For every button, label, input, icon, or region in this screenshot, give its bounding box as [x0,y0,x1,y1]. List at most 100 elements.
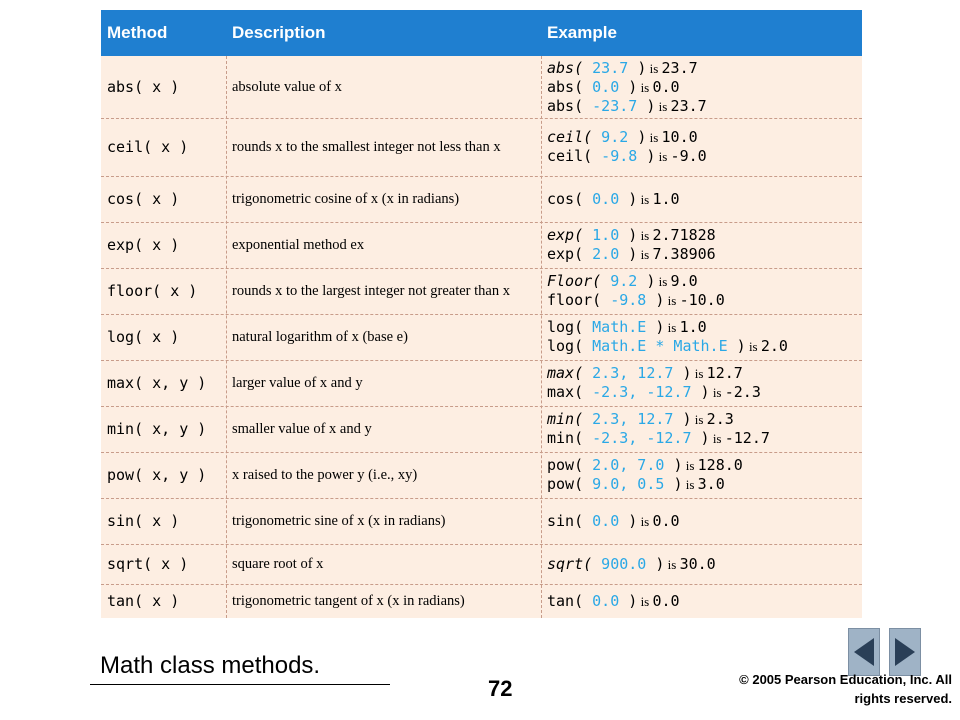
example-line: Floor( 9.2 ) is 9.0 [547,272,725,291]
example-cell: sqrt( 900.0 ) is 30.0 [547,544,859,584]
example-is: is [637,228,653,243]
method-signature: log( x ) [107,328,180,346]
example-argument: 2.3, 12.7 [583,410,683,428]
method-cell: sqrt( x ) [107,544,227,584]
example-close-paren: ) [637,58,647,77]
example-function: exp( [547,245,584,263]
method-signature: cos( x ) [107,190,180,208]
table-row: min( x, y ) smaller value of x and y min( … [101,406,862,453]
example-line: tan( 0.0 ) is 0.0 [547,592,680,611]
example-close-paren: ) [628,245,638,263]
example-argument: 1.0 [583,226,629,244]
example-argument: Math.E [583,318,656,336]
triangle-right-icon [895,638,915,666]
example-function: sqrt( [547,554,593,573]
example-is: is [646,60,662,76]
example-is: is [655,149,671,164]
example-cell: abs( 23.7 ) is 23.7 abs( 0.0 ) is 0.0 abs(… [547,56,859,118]
example-close-paren: ) [700,383,710,401]
example-cell: Floor( 9.2 ) is 9.0 floor( -9.8 ) is -10.… [547,268,859,314]
description-cell: square root of x [232,544,542,584]
method-cell: max( x, y ) [107,360,227,406]
example-line: pow( 9.0, 0.5 ) is 3.0 [547,475,743,494]
example-argument: 23.7 [583,58,638,77]
example-result: 7.38906 [652,245,716,263]
table-row: cos( x ) trigonometric cosine of x (x in … [101,176,862,223]
method-signature: exp( x ) [107,236,180,254]
example-is: is [682,458,698,473]
example-line: abs( 0.0 ) is 0.0 [547,78,707,97]
example-function: abs( [547,58,584,77]
example-cell: exp( 1.0 ) is 2.71828 exp( 2.0 ) is 7.389… [547,222,859,268]
example-argument: -2.3, -12.7 [583,383,701,401]
example-line: abs( 23.7 ) is 23.7 [547,59,707,78]
example-result: 0.0 [652,77,680,96]
example-result: 23.7 [670,96,707,115]
method-cell: abs( x ) [107,56,227,118]
next-slide-button[interactable] [889,628,921,676]
example-cell: cos( 0.0 ) is 1.0 [547,176,859,222]
example-line: ceil( -9.8 ) is -9.0 [547,147,707,166]
example-close-paren: ) [646,96,656,115]
example-result: 2.0 [760,337,788,355]
previous-slide-button[interactable] [848,628,880,676]
example-line: abs( -23.7 ) is 23.7 [547,97,707,116]
example-function: abs( [547,96,584,115]
table-row: tan( x ) trigonometric tangent of x (x in… [101,584,862,618]
example-result: 3.0 [697,475,725,493]
example-function: Floor( [547,272,602,290]
example-function: max( [547,383,584,401]
method-signature: tan( x ) [107,592,180,610]
example-is: is [664,293,680,308]
method-description: trigonometric sine of x (x in radians) [232,512,446,529]
table-row: sin( x ) trigonometric sine of x (x in ra… [101,498,862,545]
example-argument: -9.8 [592,147,647,165]
method-description: larger value of x and y [232,374,363,391]
example-argument: 0.0 [583,591,629,610]
example-argument: 9.2 [592,128,638,146]
example-close-paren: ) [637,128,647,146]
example-line: log( Math.E * Math.E ) is 2.0 [547,337,788,356]
header-description: Description [232,23,326,42]
example-result: 0.0 [652,511,680,530]
example-argument: 0.0 [583,77,629,96]
example-line: floor( -9.8 ) is -10.0 [547,291,725,310]
method-description: smaller value of x and y [232,420,372,437]
method-cell: log( x ) [107,314,227,360]
example-function: pow( [547,456,584,474]
example-argument: 2.0, 7.0 [583,456,674,474]
example-result: 1.0 [679,318,707,336]
example-is: is [745,339,761,354]
triangle-left-icon [854,638,874,666]
table-row: pow( x, y ) x raised to the power y (i.e.… [101,452,862,499]
example-result: 12.7 [706,364,743,382]
table-row: floor( x ) rounds x to the largest intege… [101,268,862,315]
example-close-paren: ) [700,429,710,447]
example-function: min( [547,429,584,447]
example-line: ceil( 9.2 ) is 10.0 [547,128,707,147]
example-close-paren: ) [655,554,665,573]
example-line: log( Math.E ) is 1.0 [547,318,788,337]
example-result: -2.3 [724,383,761,401]
example-function: min( [547,410,584,428]
example-function: pow( [547,475,584,493]
example-cell: min( 2.3, 12.7 ) is 2.3 min( -2.3, -12.7 … [547,406,859,452]
method-signature: ceil( x ) [107,138,189,156]
example-function: tan( [547,591,584,610]
method-signature: abs( x ) [107,78,180,96]
table-row: max( x, y ) larger value of x and y max( 2… [101,360,862,407]
example-close-paren: ) [628,591,638,610]
description-cell: smaller value of x and y [232,406,542,452]
example-close-paren: ) [646,147,656,165]
example-result: -10.0 [679,291,725,309]
method-cell: min( x, y ) [107,406,227,452]
description-cell: rounds x to the smallest integer not les… [232,118,542,176]
example-close-paren: ) [655,291,665,309]
method-cell: exp( x ) [107,222,227,268]
method-cell: tan( x ) [107,584,227,618]
example-is: is [655,274,671,289]
table-row: abs( x ) absolute value of x abs( 23.7 ) i… [101,56,862,119]
example-is: is [664,320,680,335]
example-result: -12.7 [724,429,770,447]
example-argument: 0.0 [583,189,629,208]
